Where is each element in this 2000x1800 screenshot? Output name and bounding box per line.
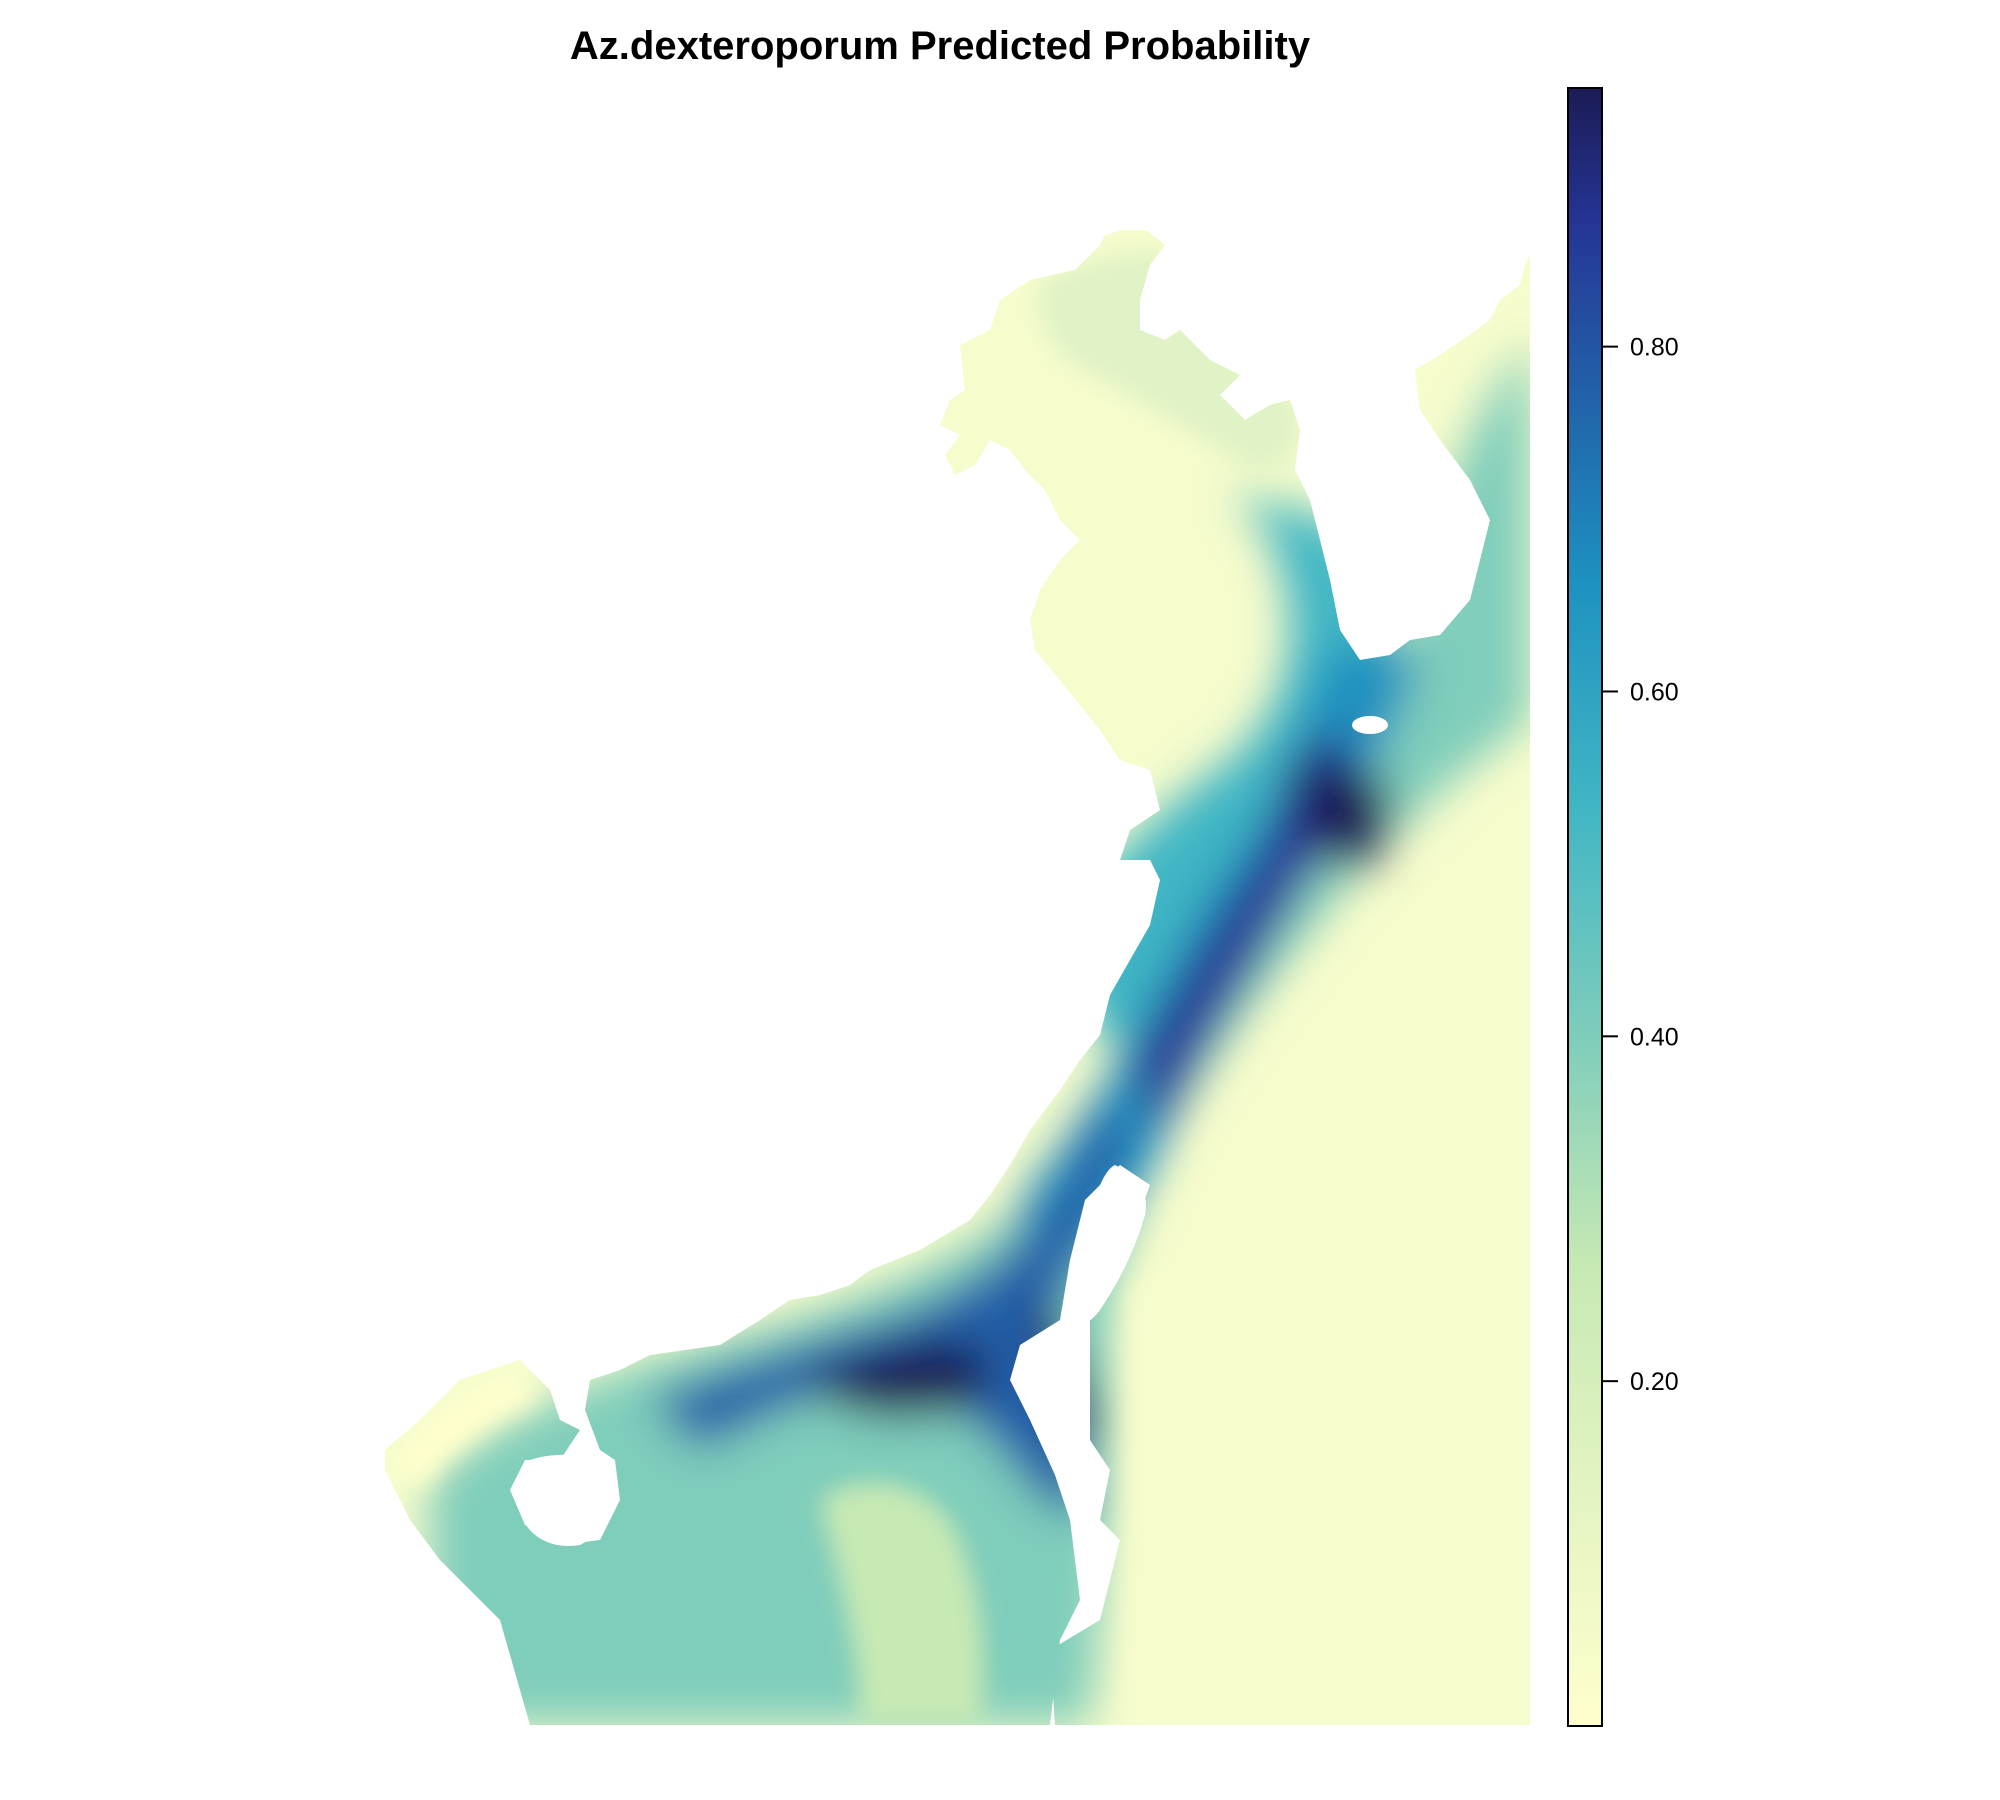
legend-ticks: 0.20 0.40 0.60 0.80 [1602,334,1679,1396]
chart-title: Az.dexteroporum Predicted Probability [569,24,1311,68]
legend-tick-label: 0.40 [1630,1023,1679,1051]
island-taiwan-land [1065,1165,1146,1325]
legend-tick-label: 0.60 [1630,678,1679,706]
legend-tick-label: 0.80 [1630,334,1679,362]
legend-color-bar [1567,87,1603,1727]
island-jeju-land [1352,716,1388,734]
island-hainan-land [517,1454,619,1546]
legend-tick-label: 0.20 [1630,1368,1679,1396]
